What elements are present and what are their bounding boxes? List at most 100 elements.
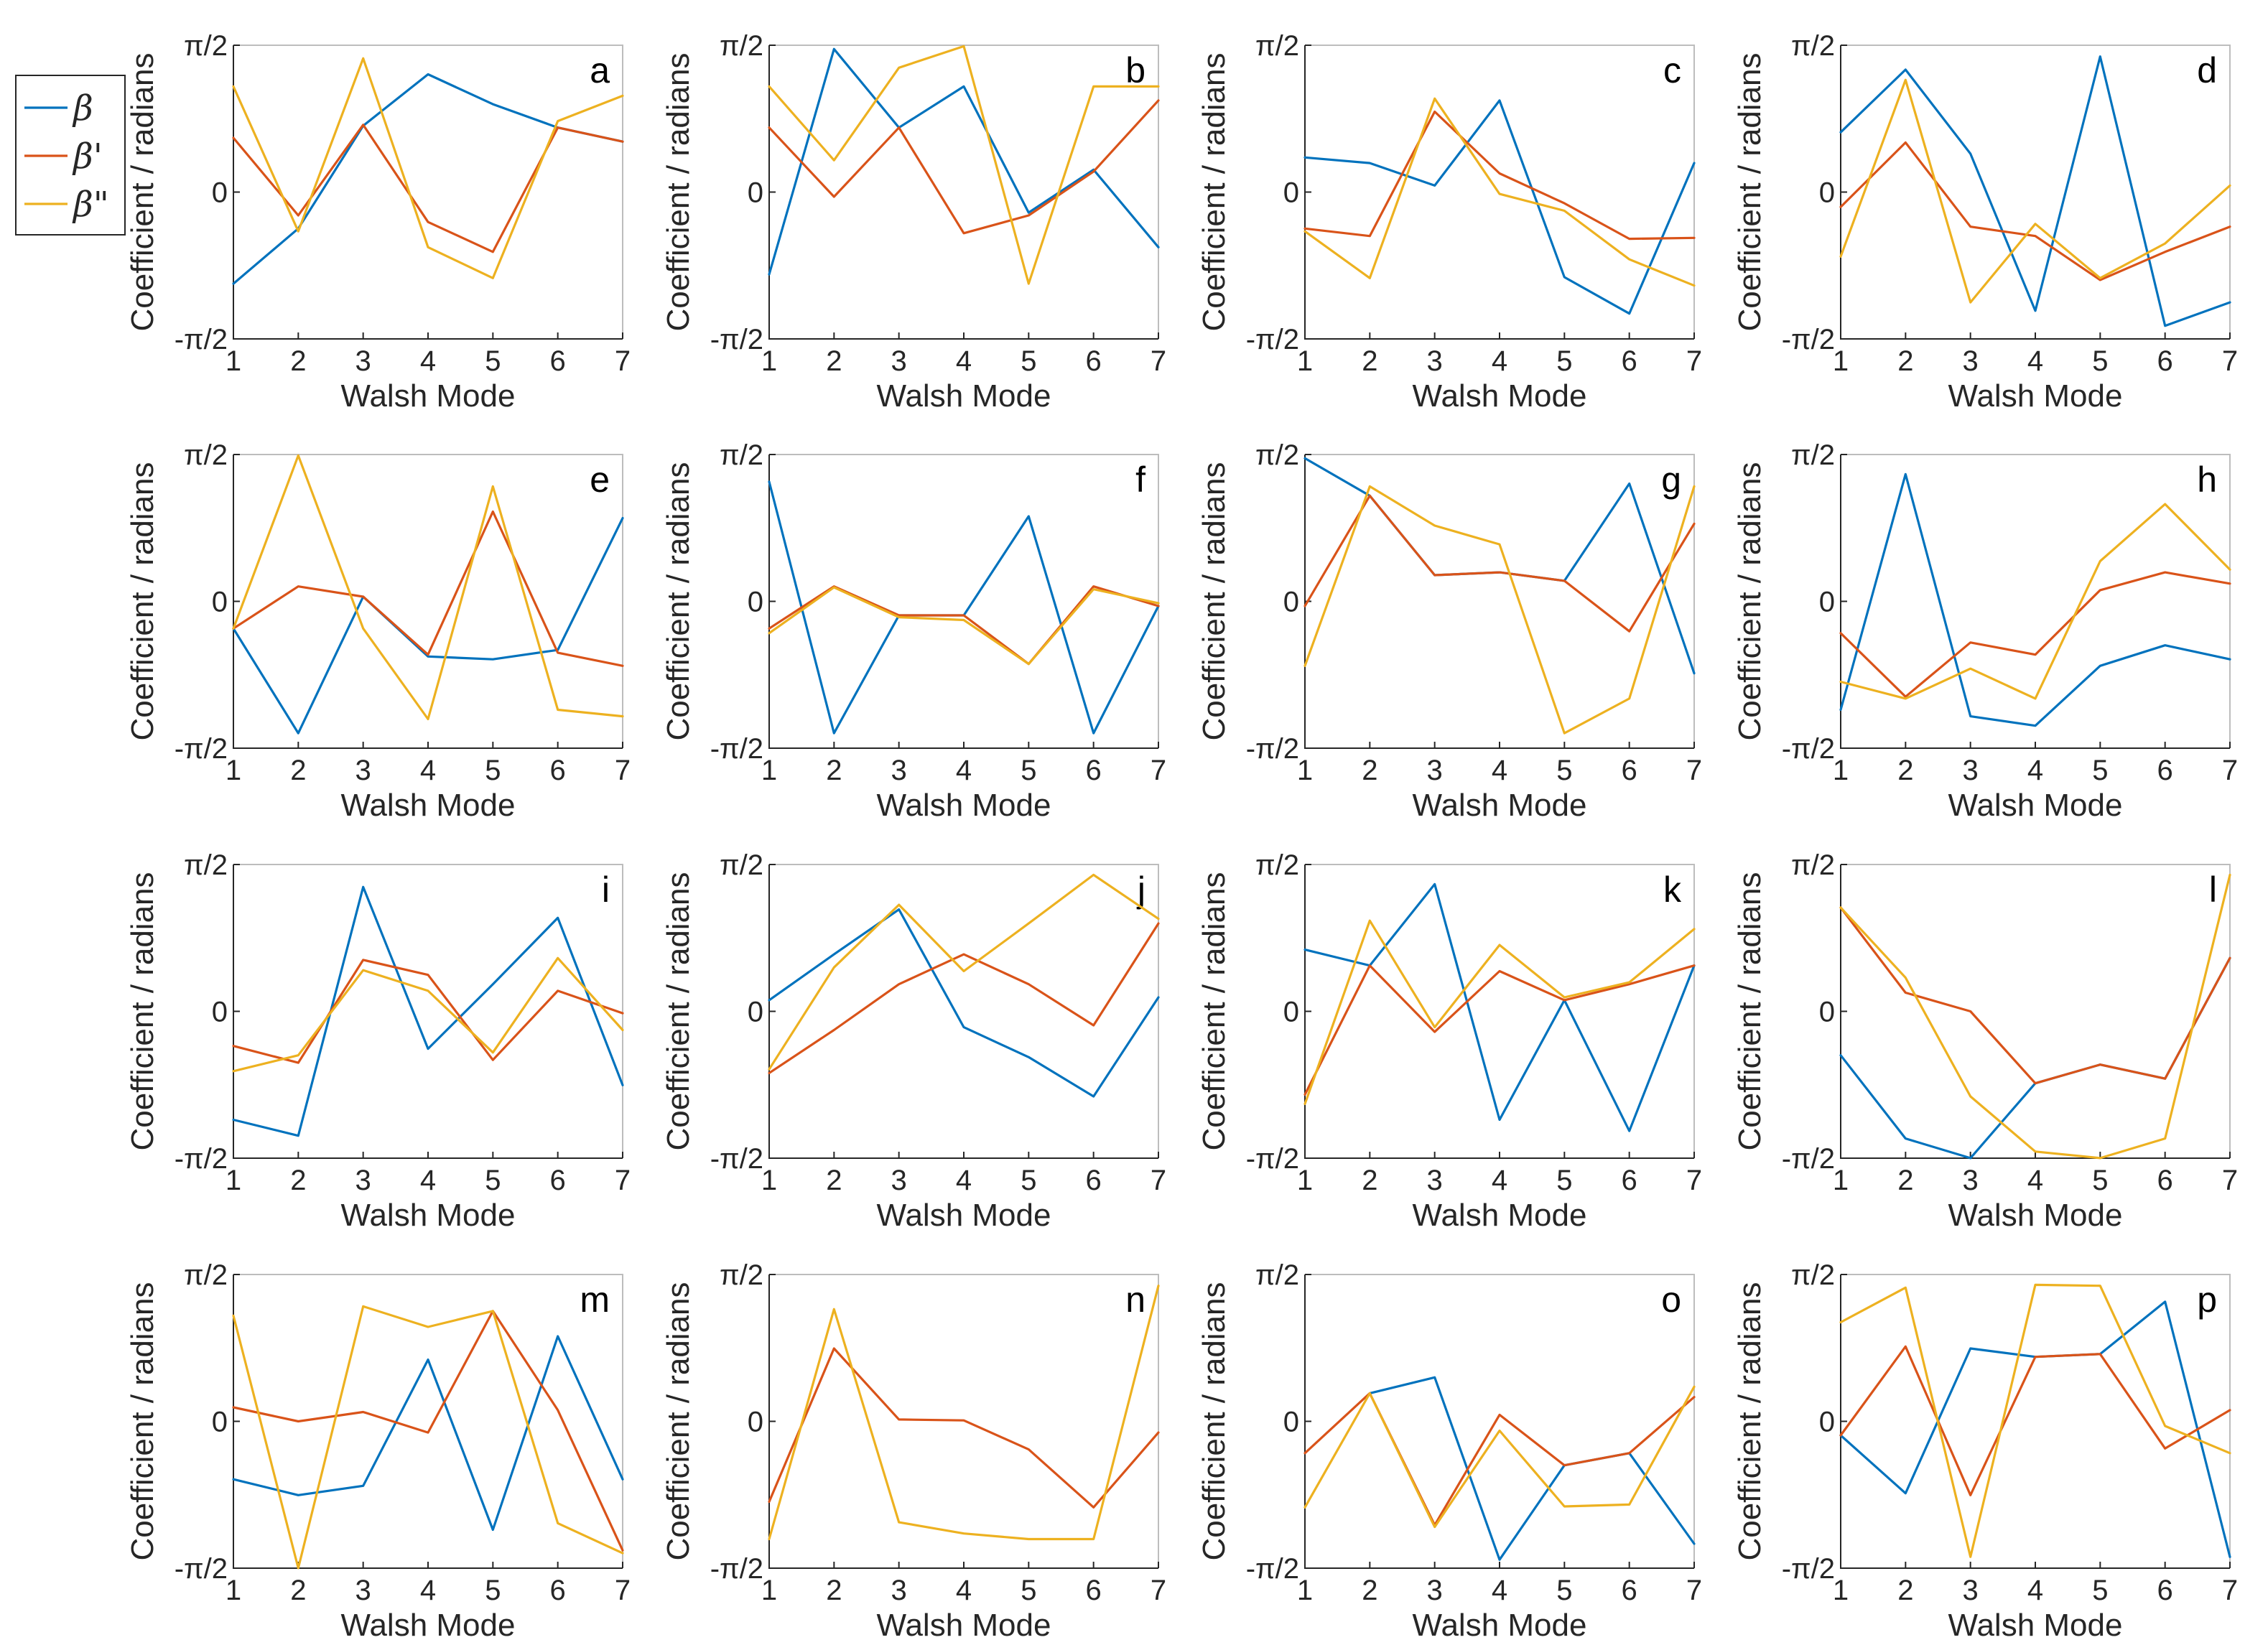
x-tick-label: 3 [1963, 1575, 1979, 1606]
y-tick-label: 0 [212, 1407, 228, 1438]
series-line-beta [768, 908, 1160, 1098]
panel-letter: a [590, 50, 610, 90]
panel-g: 1 2 3 4 5 6 7 -π/2 0 π/2 Walsh Mode Coefficient / r… [1196, 439, 1702, 823]
x-axis-label: Walsh Mode [1948, 1608, 2123, 1643]
y-tick-label: 0 [212, 177, 228, 209]
x-axis-label: Walsh Mode [341, 378, 516, 414]
axes-box [233, 454, 623, 748]
x-tick-label: 1 [1297, 1575, 1313, 1606]
x-tick-label: 6 [1622, 1165, 1637, 1196]
y-tick-label: -π/2 [1782, 1143, 1835, 1175]
x-tick-label: 2 [826, 1575, 842, 1606]
series-line-beta [768, 47, 1160, 276]
y-tick-label: π/2 [1255, 849, 1299, 881]
y-tick-label: π/2 [720, 439, 763, 471]
y-tick-label: 0 [1283, 587, 1299, 618]
series-line-beta-prime [768, 585, 1160, 666]
panel-letter: k [1663, 870, 1682, 910]
y-tick-label: -π/2 [1246, 324, 1299, 355]
panel-k: 1 2 3 4 5 6 7 -π/2 0 π/2 Walsh Mode Coefficient / r… [1196, 849, 1702, 1233]
x-tick-label: 5 [485, 755, 501, 786]
x-tick-label: 6 [2157, 1165, 2173, 1196]
x-tick-label: 6 [1086, 1165, 1102, 1196]
y-axis-label: Coefficient / radians [125, 462, 160, 740]
x-axis-label: Walsh Mode [341, 1198, 516, 1233]
series-line-beta [1303, 457, 1696, 675]
x-tick-label: 3 [355, 1575, 371, 1606]
panel-letter: m [580, 1280, 610, 1320]
y-tick-label: π/2 [184, 1259, 228, 1291]
x-tick-label: 5 [1556, 1575, 1572, 1606]
panel-letter: d [2197, 50, 2217, 90]
x-tick-label: 7 [1686, 345, 1702, 377]
series-line-beta-prime [1839, 1345, 2231, 1496]
series-line-beta-prime [768, 922, 1160, 1074]
panel-letter: h [2197, 460, 2217, 500]
series-line-beta-dprime [1839, 503, 2231, 700]
x-tick-label: 2 [826, 345, 842, 377]
y-axis-label: Coefficient / radians [125, 1282, 160, 1560]
x-tick-label: 1 [226, 1575, 241, 1606]
x-tick-label: 6 [550, 345, 566, 377]
y-axis-label: Coefficient / radians [661, 1282, 696, 1560]
x-tick-label: 6 [550, 1575, 566, 1606]
y-axis-label: Coefficient / radians [1732, 872, 1767, 1150]
x-tick-label: 7 [2222, 345, 2238, 377]
axes-box [233, 864, 623, 1158]
x-tick-label: 7 [615, 755, 631, 786]
series-line-beta-prime [1839, 571, 2231, 698]
y-tick-label: π/2 [184, 30, 228, 62]
x-tick-label: 2 [1897, 1165, 1913, 1196]
panel-letter: b [1125, 50, 1145, 90]
x-tick-label: 7 [615, 1165, 631, 1196]
x-tick-label: 5 [1021, 1165, 1036, 1196]
axes-box [769, 45, 1159, 339]
x-tick-label: 1 [226, 755, 241, 786]
axes-box [1841, 1274, 2231, 1568]
x-tick-label: 2 [1362, 345, 1377, 377]
x-axis-label: Walsh Mode [1948, 1198, 2123, 1233]
x-tick-label: 5 [2092, 345, 2108, 377]
panel-letter: n [1125, 1280, 1145, 1320]
axes-lines [1840, 45, 2230, 340]
x-axis-label: Walsh Mode [1948, 378, 2123, 414]
x-tick-label: 5 [1556, 755, 1572, 786]
x-tick-label: 2 [1362, 755, 1377, 786]
x-tick-label: 1 [761, 1165, 777, 1196]
y-tick-label: -π/2 [1246, 733, 1299, 765]
panel-o: 1 2 3 4 5 6 7 -π/2 0 π/2 Walsh Mode Coefficient / r… [1196, 1259, 1702, 1643]
axes-lines [1304, 455, 1694, 749]
y-axis-label: Coefficient / radians [661, 872, 696, 1150]
panel-c: 1 2 3 4 5 6 7 -π/2 0 π/2 Walsh Mode Coefficient / r… [1196, 30, 1702, 414]
x-tick-label: 4 [420, 1165, 436, 1196]
axes-box [769, 864, 1159, 1158]
series-line-beta-prime [232, 124, 624, 253]
y-axis-label: Coefficient / radians [1732, 52, 1767, 331]
x-tick-label: 3 [1963, 345, 1979, 377]
y-tick-label: π/2 [184, 849, 228, 881]
y-axis-label: Coefficient / radians [1732, 1282, 1767, 1560]
y-tick-label: -π/2 [1782, 733, 1835, 765]
x-tick-label: 3 [891, 1575, 907, 1606]
y-axis-label: Coefficient / radians [661, 462, 696, 740]
x-tick-label: 7 [2222, 1575, 2238, 1606]
x-tick-label: 4 [420, 755, 436, 786]
x-tick-label: 7 [1151, 345, 1166, 377]
x-tick-label: 3 [891, 1165, 907, 1196]
x-axis-label: Walsh Mode [877, 1198, 1051, 1233]
x-tick-label: 5 [1021, 345, 1036, 377]
x-tick-label: 3 [1427, 755, 1443, 786]
series-line-beta [1303, 882, 1696, 1132]
y-tick-label: π/2 [1791, 30, 1835, 62]
y-tick-label: -π/2 [175, 1553, 228, 1585]
x-tick-label: 7 [1686, 1165, 1702, 1196]
y-axis-label: Coefficient / radians [125, 52, 160, 331]
axes-lines [233, 865, 623, 1159]
series-line-beta [232, 1335, 624, 1532]
series-line-beta [232, 885, 624, 1137]
x-tick-label: 6 [1086, 1575, 1102, 1606]
x-tick-label: 4 [956, 345, 972, 377]
legend-label-beta: β [72, 88, 93, 129]
x-tick-label: 3 [1963, 1165, 1979, 1196]
x-tick-label: 3 [355, 755, 371, 786]
